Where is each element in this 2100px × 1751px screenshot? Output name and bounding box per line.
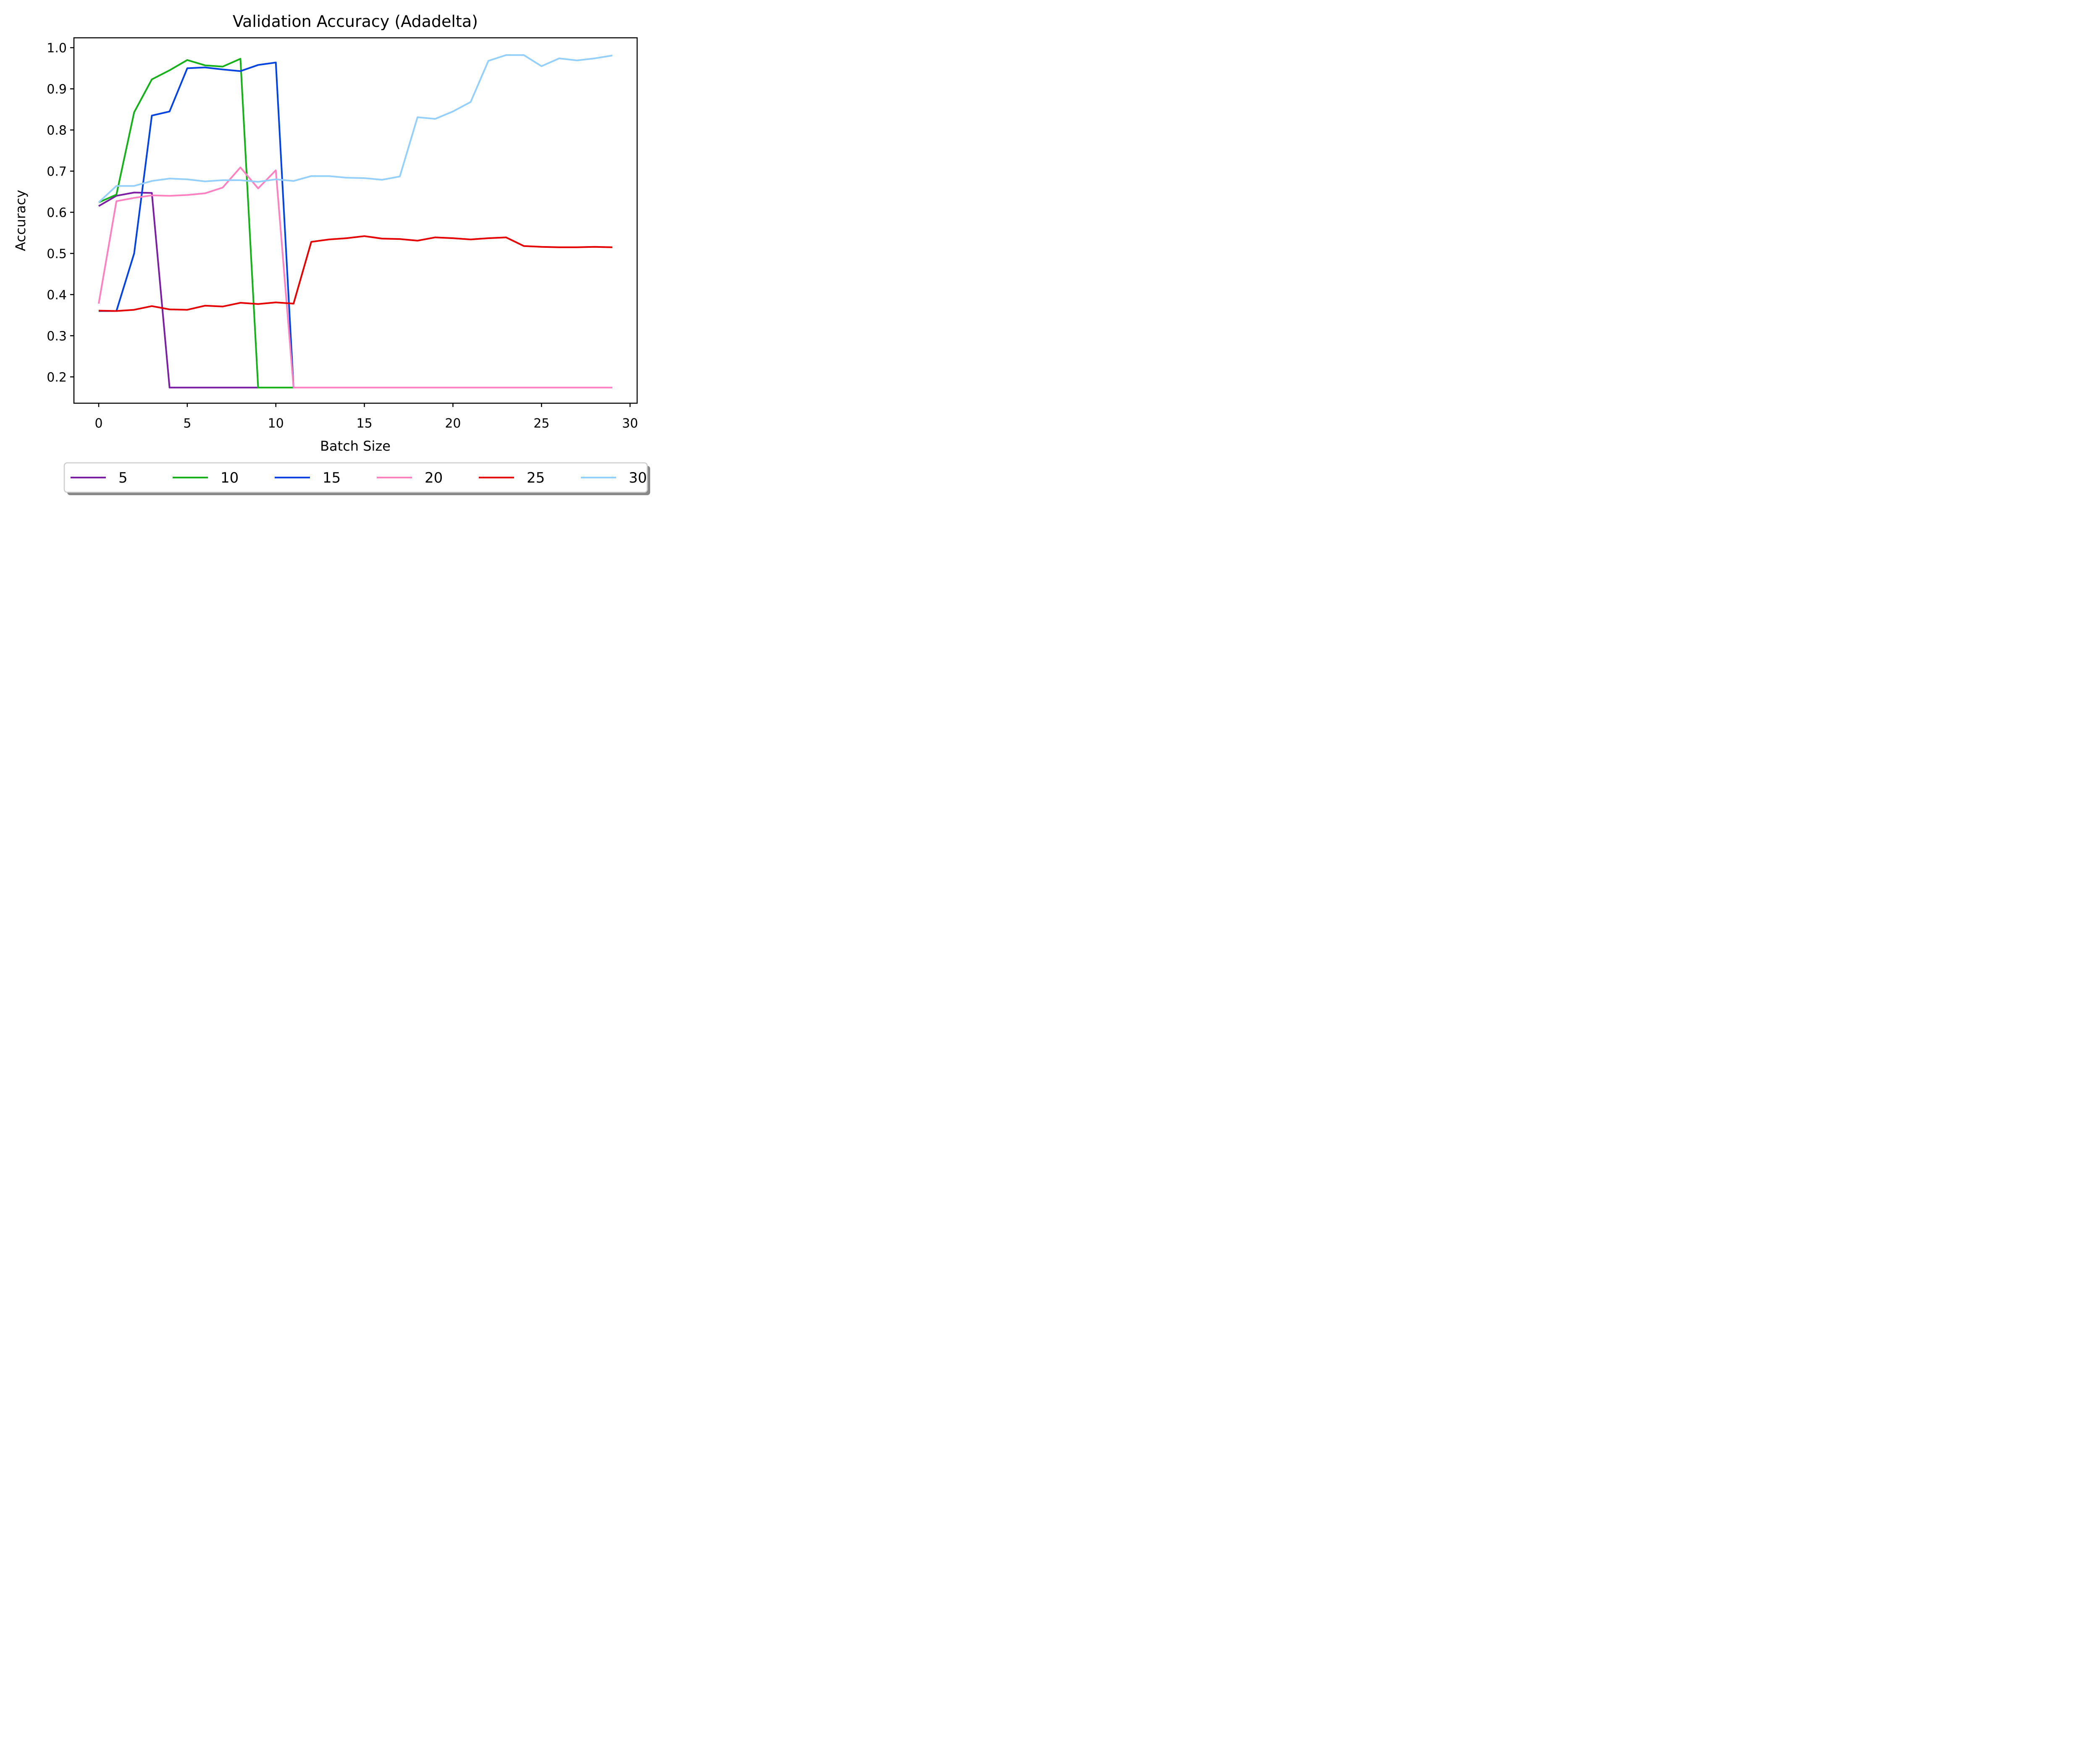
y-tick-label: 0.6 xyxy=(47,205,67,220)
x-axis-label: Batch Size xyxy=(320,438,391,454)
y-tick-label: 0.9 xyxy=(47,82,67,97)
legend-label: 5 xyxy=(118,470,128,486)
y-tick-label: 0.2 xyxy=(47,370,67,385)
series-line-30 xyxy=(98,54,613,203)
chart-title: Validation Accuracy (Adadelta) xyxy=(233,12,478,31)
y-tick-label: 0.5 xyxy=(47,247,67,261)
legend-box xyxy=(63,462,648,493)
y-tick-label: 1.0 xyxy=(47,41,67,56)
legend-label: 25 xyxy=(527,470,545,486)
legend: 5 10 15 20 25 30 xyxy=(63,462,650,495)
y-tick-label: 0.8 xyxy=(47,123,67,138)
plot-frame xyxy=(73,37,638,404)
x-axis-ticks: 0 5 10 15 20 25 30 xyxy=(94,403,638,431)
x-tick-label: 5 xyxy=(183,416,191,431)
legend-label: 15 xyxy=(323,470,341,486)
y-tick-label: 0.7 xyxy=(47,164,67,179)
y-tick-label: 0.3 xyxy=(47,329,67,344)
x-tick-label: 10 xyxy=(268,416,284,431)
legend-label: 10 xyxy=(220,470,239,486)
x-tick-label: 30 xyxy=(622,416,638,431)
x-tick-label: 20 xyxy=(445,416,461,431)
legend-label: 20 xyxy=(425,470,443,486)
legend-label: 30 xyxy=(629,470,647,486)
series-line-20 xyxy=(98,166,612,389)
y-axis-label: Accuracy xyxy=(13,190,29,251)
series-line-25 xyxy=(98,235,613,312)
series-layer xyxy=(98,54,613,389)
y-axis-ticks: 0.2 0.3 0.4 0.5 0.6 0.7 0.8 0.9 1.0 xyxy=(47,41,74,385)
series-line-15 xyxy=(99,61,294,388)
y-tick-label: 0.4 xyxy=(47,288,67,302)
x-tick-label: 0 xyxy=(94,416,102,431)
legend-items: 5 10 15 20 25 30 xyxy=(71,470,647,486)
x-tick-label: 25 xyxy=(533,416,549,431)
series-line-5 xyxy=(98,192,258,389)
line-chart: Validation Accuracy (Adadelta) 0 5 10 15 20 2… xyxy=(13,12,650,495)
x-tick-label: 15 xyxy=(356,416,372,431)
series-line-10 xyxy=(98,58,294,389)
